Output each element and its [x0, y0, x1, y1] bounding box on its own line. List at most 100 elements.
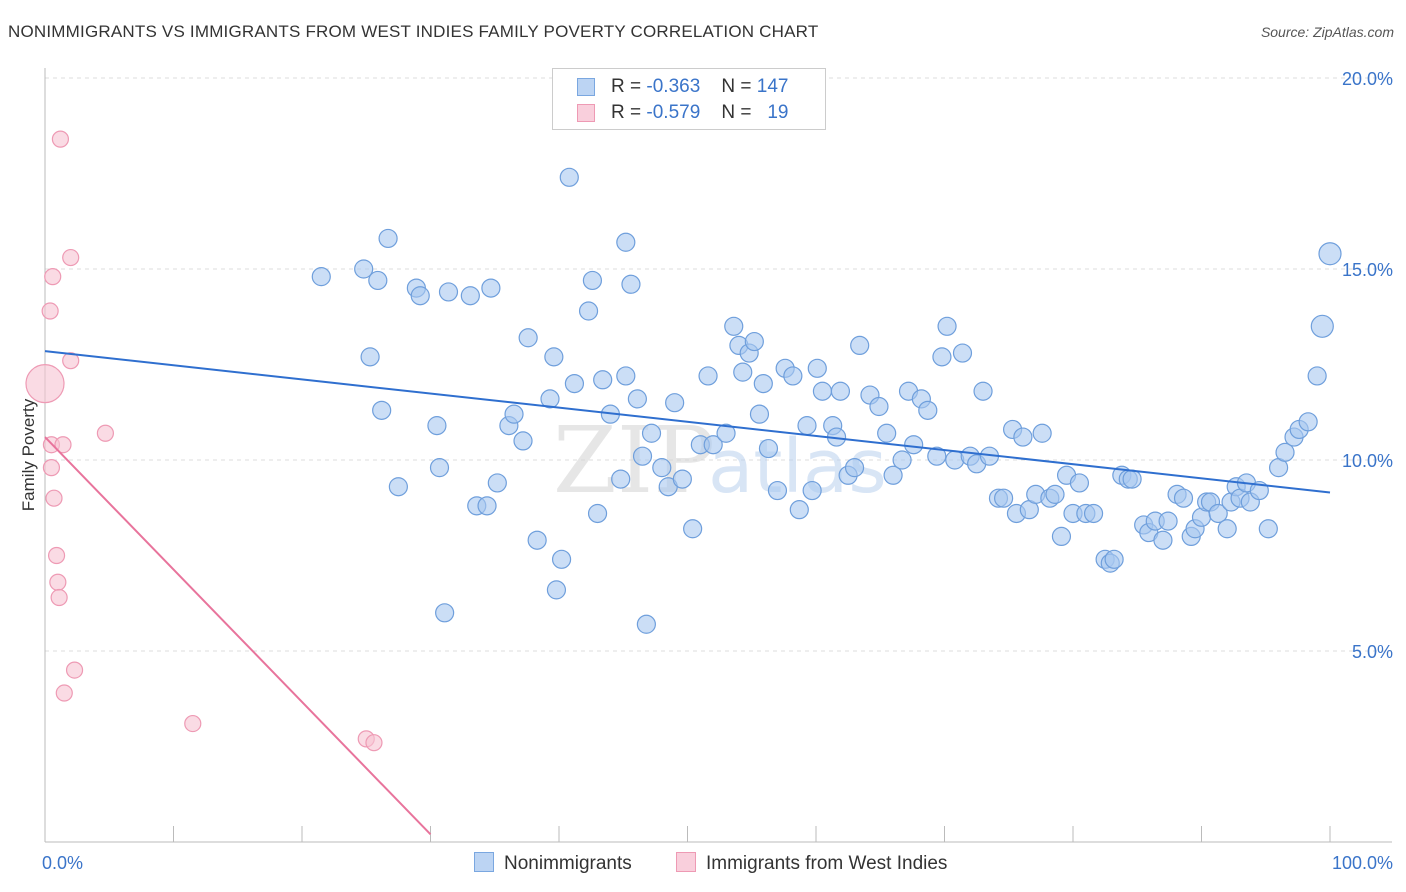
point-nonimmigrants: [1307, 366, 1327, 386]
point-nonimmigrants: [438, 282, 459, 302]
point-nonimmigrants: [733, 362, 753, 382]
point-nonimmigrants: [311, 267, 331, 287]
data-points: [25, 130, 1342, 752]
point-nonimmigrants: [904, 435, 924, 455]
point-nonimmigrants: [724, 316, 744, 336]
x-tick-label: 0.0%: [42, 853, 83, 873]
source-label: Source: ZipAtlas.com: [1260, 24, 1394, 40]
y-tick-label: 10.0%: [1342, 451, 1393, 471]
legend-n-value: 19: [767, 102, 789, 123]
point-nonimmigrants: [683, 519, 703, 539]
point-nonimmigrants: [1310, 314, 1334, 338]
point-nonimmigrants: [477, 496, 497, 516]
point-nonimmigrants: [767, 480, 788, 501]
point-nonimmigrants: [918, 400, 938, 420]
point-nonimmigrants: [672, 469, 692, 489]
legend-r-label: R =: [611, 76, 642, 97]
point-nonimmigrants: [652, 458, 672, 478]
point-nonimmigrants: [564, 374, 585, 394]
point-nonimmigrants: [1298, 412, 1318, 432]
point-nonimmigrants: [372, 400, 392, 420]
legend-r-value: -0.579: [646, 102, 701, 123]
point-nonimmigrants: [869, 396, 889, 417]
axes: [44, 68, 1392, 843]
point-immigrants: [42, 459, 61, 477]
point-immigrants: [184, 714, 202, 733]
point-nonimmigrants: [551, 549, 572, 569]
y-tick-label: 15.0%: [1342, 260, 1393, 280]
point-nonimmigrants: [758, 438, 779, 459]
point-immigrants: [51, 130, 70, 148]
point-nonimmigrants: [830, 381, 851, 401]
point-immigrants: [47, 546, 66, 565]
point-nonimmigrants: [789, 500, 809, 520]
point-nonimmigrants: [546, 580, 567, 600]
point-nonimmigrants: [518, 328, 538, 348]
point-nonimmigrants: [1104, 549, 1124, 569]
point-nonimmigrants: [410, 286, 430, 306]
point-nonimmigrants: [460, 286, 480, 306]
point-nonimmigrants: [744, 331, 764, 352]
y-tick-label: 20.0%: [1342, 69, 1393, 89]
point-immigrants: [55, 684, 73, 702]
point-nonimmigrants: [616, 366, 636, 386]
grid-lines: [45, 77, 1392, 652]
point-nonimmigrants: [952, 343, 973, 363]
point-immigrants: [54, 436, 72, 454]
point-nonimmigrants: [627, 389, 647, 409]
point-nonimmigrants: [354, 259, 374, 279]
legend-n-label: N =: [721, 76, 752, 97]
tick-labels: 5.0% 10.0% 15.0% 20.0% 0.0% 100.0%: [42, 69, 1393, 873]
point-nonimmigrants: [892, 450, 912, 470]
point-immigrants: [62, 352, 80, 370]
point-immigrants: [45, 489, 63, 507]
point-nonimmigrants: [1158, 511, 1178, 531]
point-nonimmigrants: [812, 381, 833, 401]
point-nonimmigrants: [360, 347, 380, 367]
bottom-legend-immigrants: Immigrants from West Indies: [676, 852, 947, 875]
point-nonimmigrants: [807, 358, 827, 378]
point-nonimmigrants: [481, 278, 501, 298]
point-nonimmigrants: [844, 458, 865, 478]
legend-swatch-pink: [577, 104, 595, 122]
point-nonimmigrants: [621, 274, 641, 294]
point-nonimmigrants: [1051, 526, 1072, 547]
point-nonimmigrants: [632, 446, 653, 466]
point-nonimmigrants: [641, 423, 662, 443]
point-nonimmigrants: [559, 167, 579, 187]
point-nonimmigrants: [1032, 423, 1052, 443]
point-immigrants: [44, 268, 62, 286]
point-nonimmigrants: [1069, 473, 1090, 493]
point-nonimmigrants: [927, 446, 947, 466]
point-nonimmigrants: [544, 347, 564, 367]
point-nonimmigrants: [937, 316, 957, 336]
point-nonimmigrants: [504, 404, 524, 424]
point-nonimmigrants: [665, 393, 685, 413]
point-nonimmigrants: [1217, 519, 1237, 539]
point-immigrants: [25, 364, 65, 404]
point-immigrants: [50, 588, 68, 607]
point-nonimmigrants: [1122, 469, 1142, 489]
point-immigrants: [65, 661, 84, 679]
bottom-legend-label: Nonimmigrants: [504, 853, 632, 874]
point-nonimmigrants: [427, 416, 447, 436]
legend-n-value: 147: [756, 76, 789, 97]
point-nonimmigrants: [611, 469, 631, 489]
point-nonimmigrants: [636, 614, 656, 634]
point-nonimmigrants: [698, 366, 718, 386]
point-nonimmigrants: [850, 335, 870, 355]
point-nonimmigrants: [616, 232, 636, 252]
point-nonimmigrants: [1153, 530, 1173, 550]
point-nonimmigrants: [513, 431, 533, 451]
point-immigrants: [41, 302, 59, 320]
point-nonimmigrants: [703, 435, 723, 455]
trend-line-nonimmigrants: [44, 350, 1331, 494]
point-nonimmigrants: [1208, 503, 1228, 524]
point-nonimmigrants: [877, 423, 897, 443]
point-nonimmigrants: [749, 404, 770, 424]
trend-line-immigrants: [44, 436, 432, 836]
point-nonimmigrants: [1275, 442, 1295, 462]
point-nonimmigrants: [1318, 242, 1342, 266]
point-nonimmigrants: [368, 270, 388, 291]
